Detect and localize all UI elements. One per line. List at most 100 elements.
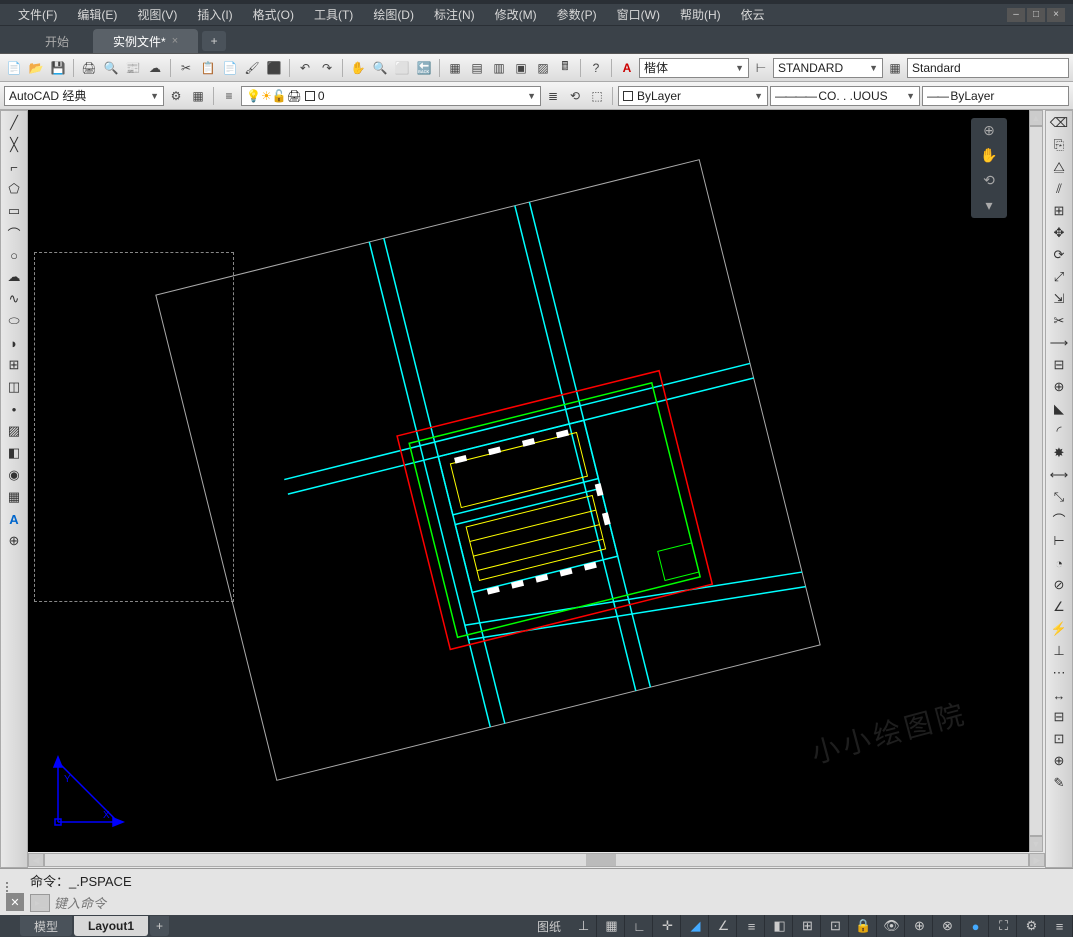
new-icon[interactable]: 📄 <box>4 58 24 78</box>
gradient-icon[interactable]: ◧ <box>3 443 25 463</box>
model-tab[interactable]: 模型 <box>20 916 72 936</box>
horizontal-scrollbar[interactable]: ◀ ▶ <box>28 852 1045 868</box>
mtext-icon[interactable]: A <box>3 509 25 529</box>
qp-icon[interactable]: ⊞ <box>795 915 821 937</box>
layer-dropdown[interactable]: 💡☀🔓🖨0▼ <box>241 86 541 106</box>
match-icon[interactable]: 🖌 <box>242 58 262 78</box>
rotate-icon[interactable]: ⟳ <box>1048 245 1070 265</box>
revcloud-icon[interactable]: ☁ <box>3 267 25 287</box>
grid2-icon[interactable]: ▦ <box>599 915 625 937</box>
save-icon[interactable]: 💾 <box>48 58 68 78</box>
line-icon[interactable]: ╱ <box>3 113 25 133</box>
dim-space-icon[interactable]: ↔ <box>1048 685 1070 705</box>
designcenter-icon[interactable]: ▤ <box>467 58 487 78</box>
scale-icon[interactable]: ⤢ <box>1048 267 1070 287</box>
tab-file[interactable]: 实例文件* × <box>93 29 198 53</box>
toolpalette-icon[interactable]: ▥ <box>489 58 509 78</box>
stretch-icon[interactable]: ⇲ <box>1048 289 1070 309</box>
annoscale-icon[interactable]: 🔒 <box>851 915 877 937</box>
dim-radius-icon[interactable]: ◔ <box>1048 553 1070 573</box>
tab-close-icon[interactable]: × <box>172 35 178 47</box>
font-dropdown[interactable]: 楷体▼ <box>639 58 749 78</box>
layer-state-icon[interactable]: ≣ <box>543 86 563 106</box>
navigation-cube[interactable]: ⊕ ✋ ⟲ ▾ <box>971 118 1007 218</box>
menu-dimension[interactable]: 标注(N) <box>424 4 485 25</box>
pan-nav-icon[interactable]: ✋ <box>980 147 997 164</box>
ellipse-arc-icon[interactable]: ◗ <box>3 333 25 353</box>
dim-continue-icon[interactable]: ⋯ <box>1048 663 1070 683</box>
dim-arc-icon[interactable]: ⌒ <box>1048 509 1070 529</box>
ellipse-icon[interactable]: ⬭ <box>3 311 25 331</box>
menu-format[interactable]: 格式(O) <box>243 4 304 25</box>
menu-draw[interactable]: 绘图(D) <box>363 4 424 25</box>
workspace-dropdown[interactable]: AutoCAD 经典▼ <box>4 86 164 106</box>
menu-icon[interactable]: ≡ <box>1047 915 1073 937</box>
new-tab-button[interactable]: + <box>202 31 226 51</box>
dim-quick-icon[interactable]: ⚡ <box>1048 619 1070 639</box>
iso-icon[interactable]: ● <box>963 915 989 937</box>
undo-icon[interactable]: ↶ <box>295 58 315 78</box>
clean-icon[interactable]: ⛶ <box>991 915 1017 937</box>
break-icon[interactable]: ⊟ <box>1048 355 1070 375</box>
zoom-extents-icon[interactable]: ⊕ <box>983 122 995 139</box>
grid-icon[interactable]: ▦ <box>188 86 208 106</box>
minimize-button[interactable]: – <box>1007 8 1025 22</box>
textstyle-dropdown[interactable]: STANDARD▼ <box>773 58 883 78</box>
xline-icon[interactable]: ╳ <box>3 135 25 155</box>
ws-icon[interactable]: ⊕ <box>907 915 933 937</box>
polyline-icon[interactable]: ⌐ <box>3 157 25 177</box>
polygon-icon[interactable]: ⬠ <box>3 179 25 199</box>
dim-diameter-icon[interactable]: ⊘ <box>1048 575 1070 595</box>
menu-modify[interactable]: 修改(M) <box>485 4 547 25</box>
layout1-tab[interactable]: Layout1 <box>74 916 148 936</box>
menu-window[interactable]: 窗口(W) <box>607 4 670 25</box>
markup-icon[interactable]: ▨ <box>533 58 553 78</box>
menu-yiyun[interactable]: 依云 <box>731 4 775 25</box>
nav-menu-icon[interactable]: ▾ <box>985 197 992 214</box>
menu-insert[interactable]: 插入(I) <box>187 4 242 25</box>
redo-icon[interactable]: ↷ <box>317 58 337 78</box>
layer-prev-icon[interactable]: ⟲ <box>565 86 585 106</box>
preview-icon[interactable]: 🔍 <box>101 58 121 78</box>
trim-icon[interactable]: ✂ <box>1048 311 1070 331</box>
region-icon[interactable]: ◉ <box>3 465 25 485</box>
zoom-window-icon[interactable]: ⬜ <box>392 58 412 78</box>
menu-edit[interactable]: 编辑(E) <box>67 4 127 25</box>
dim-edit-icon[interactable]: ✎ <box>1048 773 1070 793</box>
snap-icon[interactable]: ⊥ <box>571 915 597 937</box>
scroll-down-icon[interactable]: ▼ <box>1029 836 1043 852</box>
textstyle-icon[interactable]: A <box>617 58 637 78</box>
circle-icon[interactable]: ○ <box>3 245 25 265</box>
cloud-icon[interactable]: ☁ <box>145 58 165 78</box>
menu-tools[interactable]: 工具(T) <box>304 4 363 25</box>
zoom-icon[interactable]: 🔍 <box>370 58 390 78</box>
polar-icon[interactable]: ✛ <box>655 915 681 937</box>
paste-icon[interactable]: 📄 <box>220 58 240 78</box>
lwt-icon[interactable]: ≡ <box>739 915 765 937</box>
scroll-up-icon[interactable]: ▲ <box>1029 110 1043 126</box>
dim-linear-icon[interactable]: ⟷ <box>1048 465 1070 485</box>
cut-icon[interactable]: ✂ <box>176 58 196 78</box>
help-icon[interactable]: ? <box>586 58 606 78</box>
props-icon[interactable]: ▦ <box>445 58 465 78</box>
scroll-left-icon[interactable]: ◀ <box>28 853 44 867</box>
table-icon[interactable]: ▦ <box>3 487 25 507</box>
add-layout-tab[interactable]: + <box>150 916 169 936</box>
publish-icon[interactable]: 📰 <box>123 58 143 78</box>
hw-icon[interactable]: ⊗ <box>935 915 961 937</box>
menu-view[interactable]: 视图(V) <box>127 4 187 25</box>
drawing-canvas[interactable]: Y X 小小绘图院 ⊕ ✋ ⟲ ▾ <box>28 110 1029 852</box>
fillet-icon[interactable]: ◜ <box>1048 421 1070 441</box>
move-icon[interactable]: ✥ <box>1048 223 1070 243</box>
erase-icon[interactable]: ⌫ <box>1048 113 1070 133</box>
menu-file[interactable]: 文件(F) <box>8 4 67 25</box>
copy2-icon[interactable]: ⎘ <box>1048 135 1070 155</box>
scroll-right-icon[interactable]: ▶ <box>1029 853 1045 867</box>
addsel-icon[interactable]: ⊕ <box>3 531 25 551</box>
menu-help[interactable]: 帮助(H) <box>670 4 731 25</box>
sc-icon[interactable]: ⊡ <box>823 915 849 937</box>
maximize-button[interactable]: □ <box>1027 8 1045 22</box>
arc-icon[interactable]: ⌒ <box>3 223 25 243</box>
command-input[interactable] <box>54 896 1069 911</box>
layer-iso-icon[interactable]: ⬚ <box>587 86 607 106</box>
